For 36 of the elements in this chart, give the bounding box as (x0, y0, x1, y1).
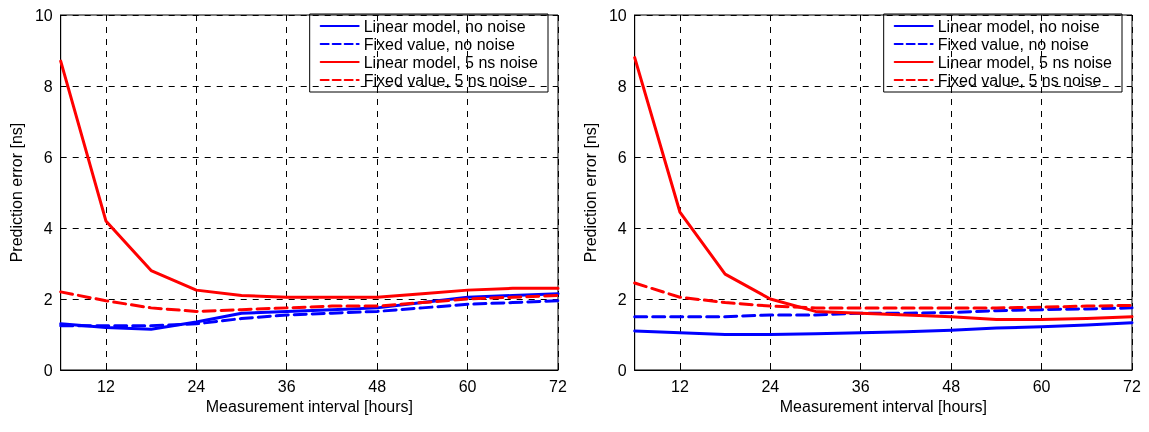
line-series (59, 290, 560, 313)
y-axis-title: Prediction error [ns] (7, 122, 25, 263)
line-series (633, 306, 1134, 319)
x-tick-label: 48 (368, 377, 387, 395)
y-tick-label: 8 (43, 77, 53, 95)
x-axis-title: Measurement interval [hours] (779, 398, 987, 416)
legend-label: Fixed value, 5 ns noise (363, 71, 528, 89)
y-tick-label: 0 (617, 361, 627, 379)
legend-label: Fixed value, no noise (363, 35, 515, 53)
y-axis-title: Prediction error [ns] (581, 122, 599, 263)
y-tick-label: 4 (617, 219, 627, 237)
x-tick-label: 72 (549, 377, 567, 395)
x-tick-label: 24 (187, 377, 206, 395)
line-series (633, 321, 1134, 336)
x-tick-label: 12 (97, 377, 115, 395)
legend-label: Fixed value, no noise (937, 35, 1089, 53)
x-tick-label: 12 (671, 377, 689, 395)
x-tick-label: 48 (942, 377, 961, 395)
legend-label: Fixed value, 5 ns noise (937, 71, 1102, 89)
y-tick-label: 6 (43, 148, 53, 166)
x-tick-label: 36 (277, 377, 296, 395)
x-axis-title: Measurement interval [hours] (205, 398, 413, 416)
x-tick-label: 60 (1032, 377, 1051, 395)
y-tick-label: 2 (617, 290, 627, 308)
y-tick-label: 10 (34, 6, 53, 24)
x-tick-label: 60 (458, 377, 477, 395)
y-tick-label: 2 (43, 290, 53, 308)
line-series (633, 56, 1134, 322)
x-tick-label: 36 (851, 377, 870, 395)
x-tick-label: 72 (1123, 377, 1141, 395)
y-tick-label: 10 (608, 6, 627, 24)
y-tick-label: 4 (43, 219, 53, 237)
y-tick-label: 6 (617, 148, 627, 166)
y-tick-label: 8 (617, 77, 627, 95)
x-tick-label: 24 (761, 377, 780, 395)
y-tick-label: 0 (43, 361, 53, 379)
